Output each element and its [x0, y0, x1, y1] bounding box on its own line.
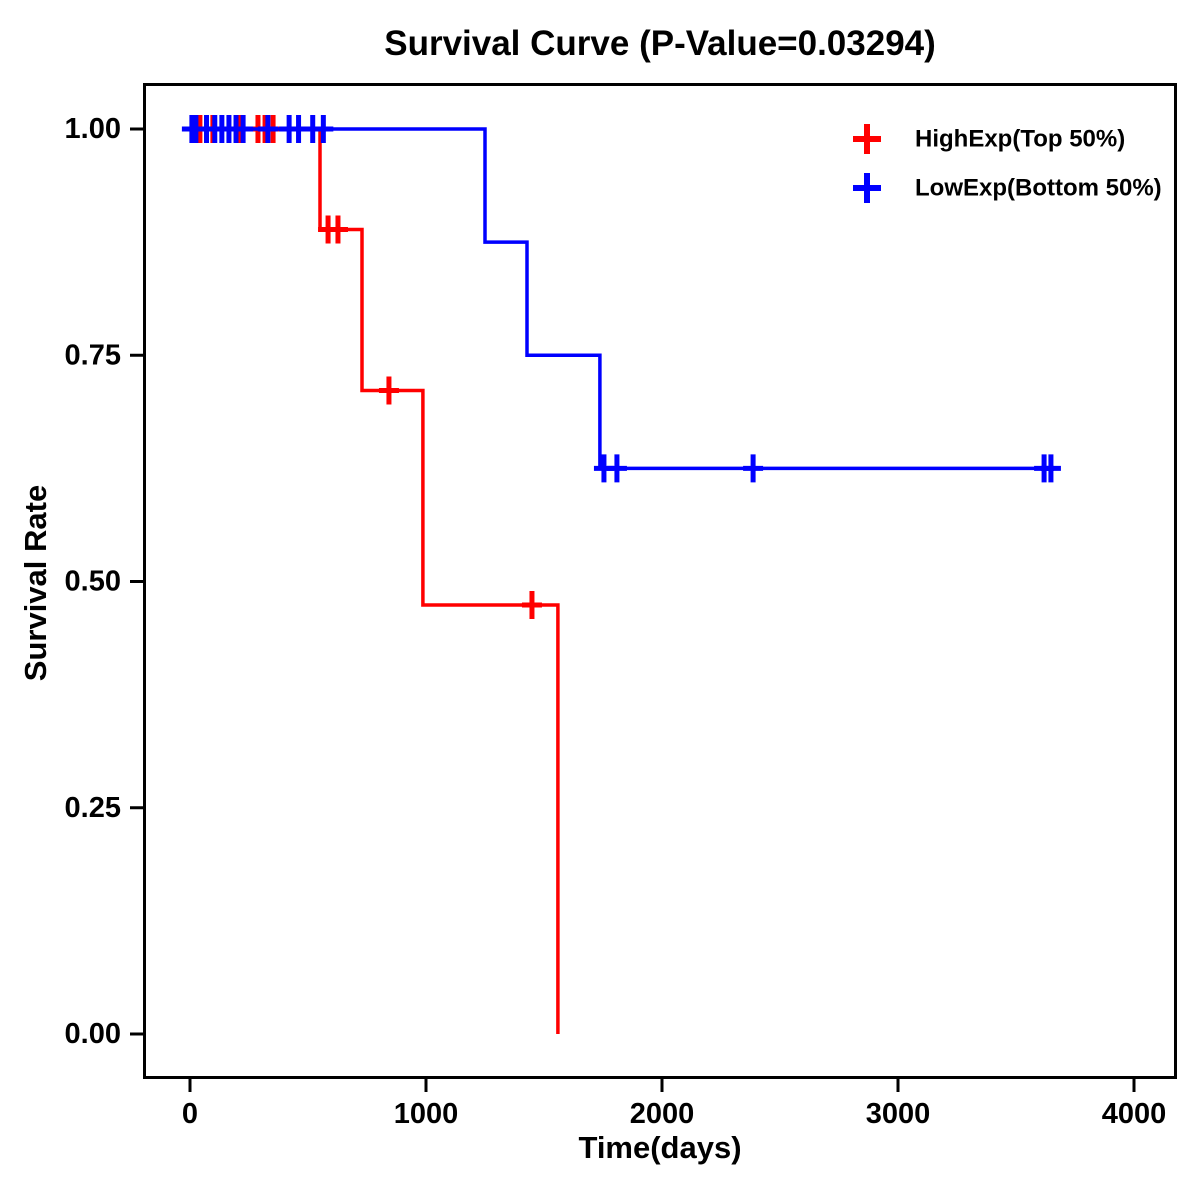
panel-border: [143, 83, 1177, 1079]
censor-mark-lowexp: [1040, 454, 1061, 483]
y-axis-tick-label: 0.75: [65, 339, 121, 371]
x-axis-tick-label: 4000: [1102, 1098, 1167, 1130]
x-axis-label: Time(days): [578, 1130, 742, 1165]
survival-step-highexp: [190, 127, 560, 1034]
legend-plus-icon-lowexp: [853, 173, 881, 203]
x-axis-tick-label: 2000: [630, 1098, 695, 1130]
survival-step-lowexp: [190, 127, 1058, 471]
y-axis-tick-label: 0.00: [65, 1018, 121, 1050]
y-axis-tick-label: 0.50: [65, 566, 121, 598]
censor-mark-lowexp: [606, 454, 627, 483]
censor-mark-lowexp: [743, 454, 764, 483]
chart-title: Survival Curve (P-Value=0.03294): [384, 24, 936, 63]
y-axis-tick-label: 1.00: [65, 113, 121, 145]
x-axis-tick-label: 0: [182, 1098, 198, 1130]
censor-mark-lowexp: [233, 115, 254, 143]
y-axis-tick-label: 0.25: [65, 792, 121, 824]
legend-label-highexp: HighExp(Top 50%): [915, 126, 1125, 153]
x-axis-tick-label: 1000: [394, 1098, 459, 1130]
censor-mark-lowexp: [313, 115, 334, 143]
censor-mark-highexp: [327, 215, 348, 244]
x-axis-tick-label: 3000: [866, 1098, 931, 1130]
censor-mark-highexp: [521, 591, 542, 620]
censor-mark-lowexp: [257, 115, 278, 143]
legend-plus-icon-highexp: [853, 124, 881, 154]
legend-label-lowexp: LowExp(Bottom 50%): [915, 175, 1162, 202]
censor-mark-highexp: [378, 376, 399, 405]
